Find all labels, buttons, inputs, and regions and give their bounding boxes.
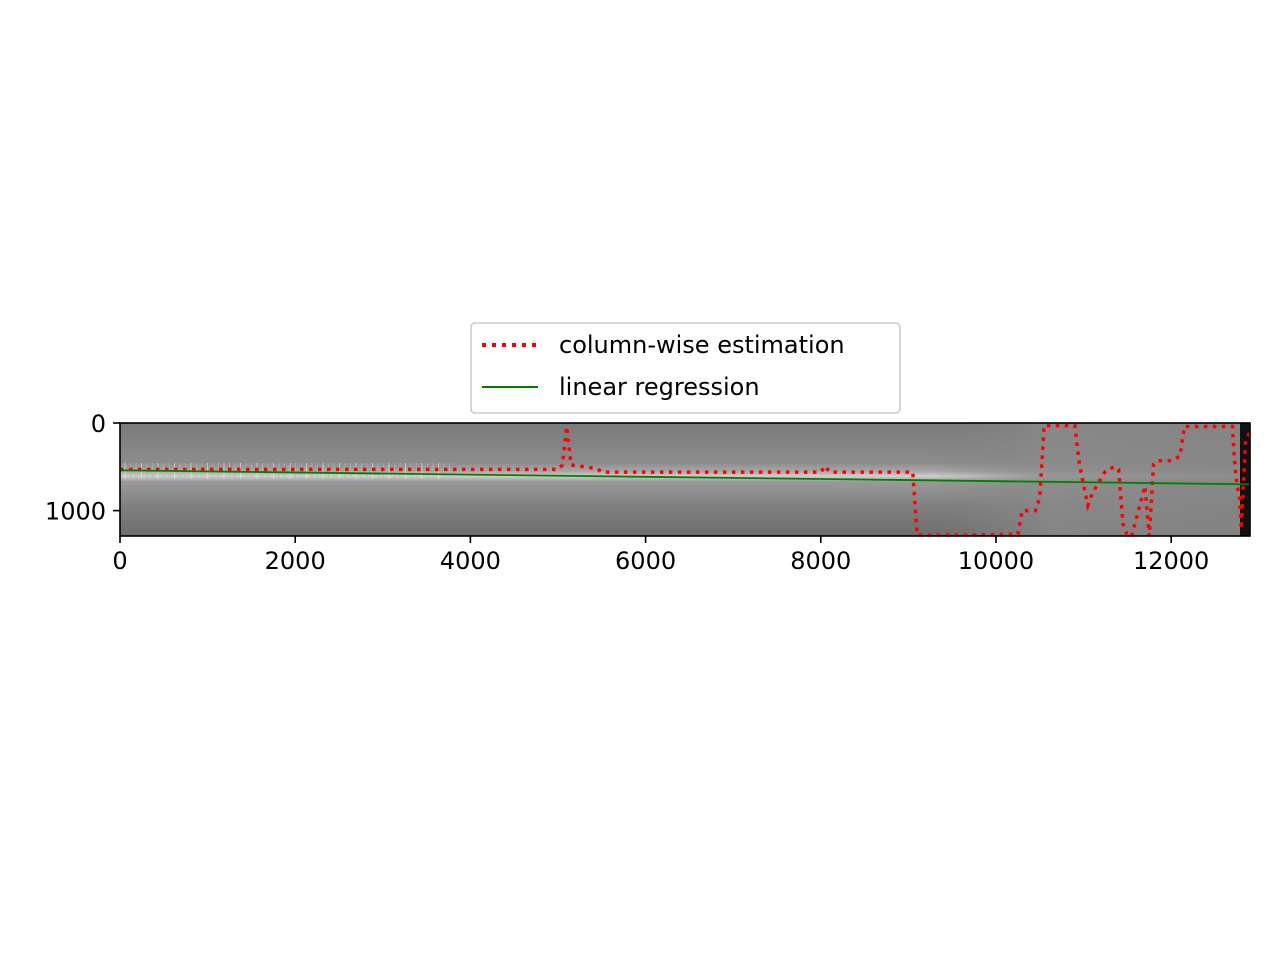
series-line-linear-regression: [120, 469, 1250, 486]
x-tick-label: 6000: [615, 547, 676, 575]
legend-box: [470, 322, 901, 414]
x-tick-label: 8000: [790, 547, 851, 575]
x-tick-label: 10000: [958, 547, 1034, 575]
x-tick-label: 2000: [265, 547, 326, 575]
series-line-column-wise-estimation: [120, 423, 1250, 536]
scan-image: [120, 423, 1250, 536]
y-tick-label: 0: [91, 410, 106, 438]
x-tick-label: 4000: [440, 547, 501, 575]
legend: column-wise estimation linear regression: [470, 322, 901, 414]
axes-frame: [119, 422, 1251, 537]
y-tick-label: 1000: [45, 498, 106, 526]
x-tick-label: 0: [112, 547, 127, 575]
x-tick-label: 12000: [1133, 547, 1209, 575]
legend-label-linear-regression: linear regression: [559, 373, 760, 401]
legend-label-column-wise: column-wise estimation: [559, 331, 845, 359]
